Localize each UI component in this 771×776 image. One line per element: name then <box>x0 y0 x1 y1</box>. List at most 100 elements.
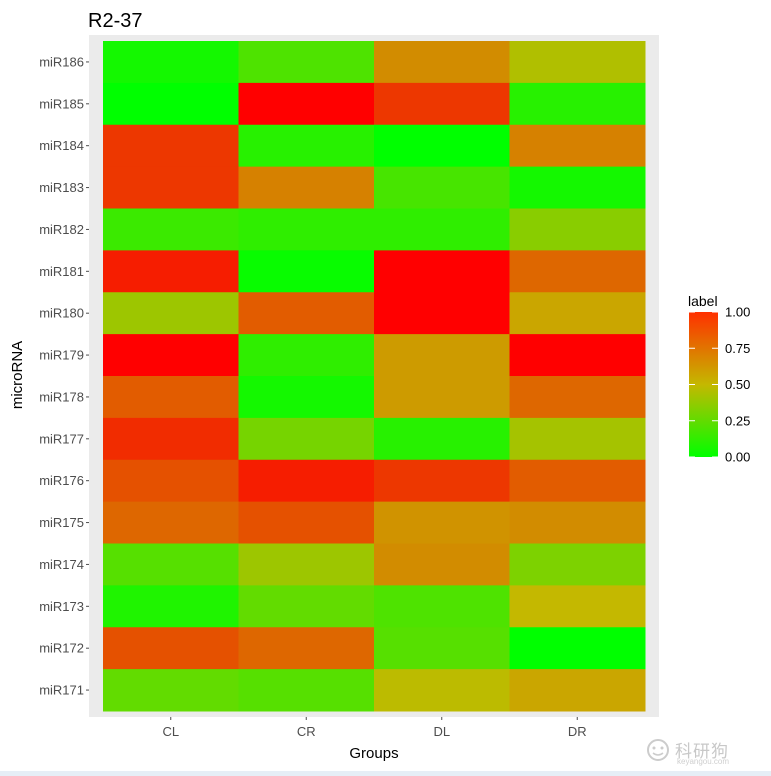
heatmap-cell-miR178-CR <box>238 376 375 419</box>
heatmap-cell-miR176-CL <box>103 459 239 503</box>
heatmap-cell-miR180-DR <box>509 292 646 335</box>
watermark-text: 科研狗 <box>675 742 729 762</box>
y-tick-label: miR177 <box>39 431 84 446</box>
x-tick-label: CR <box>297 724 316 739</box>
heatmap-cell-miR174-CR <box>238 543 375 586</box>
heatmap-cell-miR172-DL <box>374 627 510 670</box>
heatmap-cell-miR185-DL <box>374 82 510 126</box>
heatmap-cell-miR184-DL <box>374 124 510 168</box>
y-tick-label: miR179 <box>39 348 84 363</box>
heatmap-cell-miR177-CL <box>103 417 239 461</box>
y-tick-label: miR171 <box>39 683 84 698</box>
heatmap-cell-miR173-DL <box>374 585 510 628</box>
heatmap-cell-miR180-CL <box>103 292 239 335</box>
heatmap-cell-miR178-CL <box>103 376 239 419</box>
heatmap-cell-miR181-DL <box>374 250 510 293</box>
y-tick-label: miR172 <box>39 641 84 656</box>
heatmap-cell-miR183-DR <box>509 166 646 209</box>
y-tick-label: miR173 <box>39 599 84 614</box>
heatmap-cell-miR186-DR <box>509 41 646 84</box>
heatmap-cell-miR180-CR <box>238 292 375 335</box>
heatmap-cell-miR183-CR <box>238 166 375 209</box>
heatmap-cell-miR186-CR <box>238 41 375 84</box>
heatmap-cell-miR179-DL <box>374 334 510 377</box>
legend-tick-label: 0.50 <box>725 377 750 392</box>
heatmap-cell-miR180-DL <box>374 292 510 335</box>
heatmap-cell-miR176-DR <box>509 459 646 503</box>
heatmap-cell-miR171-DR <box>509 669 646 712</box>
x-tick-labels: CL CR DL DR <box>162 717 587 739</box>
y-tick-label: miR175 <box>39 515 84 530</box>
heatmap-cell-miR182-DR <box>509 208 646 251</box>
heatmap-cell-miR171-DL <box>374 669 510 712</box>
x-tick-label: DR <box>568 724 587 739</box>
heatmap-cell-miR186-DL <box>374 41 510 84</box>
y-tick-label: miR182 <box>39 222 84 237</box>
color-legend: label 0.00 0.25 0.50 0.75 1.00 <box>688 293 750 465</box>
heatmap-cell-miR184-CR <box>238 124 375 168</box>
watermark-sub: keyangou.com <box>677 757 730 766</box>
heatmap-cell-miR181-DR <box>509 250 646 293</box>
y-tick-labels: miR186 miR185 miR184 miR183 miR182 miR181 miR1… <box>39 54 89 698</box>
heatmap-cell-miR173-CR <box>238 585 375 628</box>
chart-title: R2-37 <box>88 10 142 32</box>
heatmap-cell-miR181-CR <box>238 250 375 293</box>
heatmap-cell-miR176-DL <box>374 459 510 503</box>
heatmap-cell-miR176-CR <box>238 459 375 503</box>
heatmap-cell-miR182-DL <box>374 208 510 251</box>
legend-tick-label: 0.25 <box>725 413 750 428</box>
legend-tick-label: 0.75 <box>725 341 750 356</box>
legend-tick-labels: 0.00 0.25 0.50 0.75 1.00 <box>689 305 750 465</box>
heatmap-cell-miR185-DR <box>509 82 646 126</box>
heatmap-cell-miR175-DL <box>374 501 510 544</box>
heatmap-cell-miR171-CL <box>103 669 239 712</box>
heatmap-cell-miR179-CR <box>238 334 375 377</box>
heatmap-cell-miR173-CL <box>103 585 239 628</box>
x-tick-label: DL <box>433 724 450 739</box>
heatmap-cell-miR179-DR <box>509 334 646 377</box>
legend-title: label <box>688 293 718 309</box>
legend-tick-label: 1.00 <box>725 305 750 320</box>
dog-logo-icon <box>647 739 669 761</box>
heatmap-cell-miR184-CL <box>103 124 239 168</box>
heatmap-cell-miR185-CL <box>103 82 239 126</box>
heatmap-cell-miR174-CL <box>103 543 239 586</box>
heatmap-cell-miR175-CR <box>238 501 375 544</box>
y-tick-label: miR185 <box>39 96 84 111</box>
bottom-bar <box>0 771 771 776</box>
x-tick-label: CL <box>162 724 179 739</box>
y-tick-label: miR178 <box>39 389 84 404</box>
heatmap-cell-miR172-DR <box>509 627 646 670</box>
heatmap-cell-miR183-DL <box>374 166 510 209</box>
heatmap-cell-miR174-DR <box>509 543 646 586</box>
y-axis-title: microRNA <box>9 341 26 409</box>
heatmap-cell-miR178-DL <box>374 376 510 419</box>
heatmap-cell-miR186-CL <box>103 41 239 84</box>
heatmap-cell-miR183-CL <box>103 166 239 209</box>
heatmap-cell-miR175-CL <box>103 501 239 544</box>
heatmap-cell-miR179-CL <box>103 334 239 377</box>
heatmap-cell-miR185-CR <box>238 82 375 126</box>
y-tick-label: miR176 <box>39 473 84 488</box>
y-tick-label: miR186 <box>39 54 84 69</box>
heatmap-cell-miR175-DR <box>509 501 646 544</box>
watermark: 科研狗 keyangou.com <box>645 735 765 769</box>
heatmap-cell-miR172-CL <box>103 627 239 670</box>
heatmap-cell-miR172-CR <box>238 627 375 670</box>
heatmap-cell-miR182-CR <box>238 208 375 251</box>
heatmap-cell-miR184-DR <box>509 124 646 168</box>
heatmap-cell-miR171-CR <box>238 669 375 712</box>
heatmap-cell-miR182-CL <box>103 208 239 251</box>
y-tick-label: miR184 <box>39 138 84 153</box>
y-tick-label: miR181 <box>39 264 84 279</box>
heatmap-cell-miR177-CR <box>238 417 375 461</box>
y-tick-label: miR174 <box>39 557 84 572</box>
y-tick-label: miR180 <box>39 306 84 321</box>
legend-tick-label: 0.00 <box>725 450 750 465</box>
heatmap-cell-miR177-DR <box>509 417 646 461</box>
heatmap-cell-miR181-CL <box>103 250 239 293</box>
y-tick-label: miR183 <box>39 180 84 195</box>
heatmap-cell-miR178-DR <box>509 376 646 419</box>
heatmap-cell-miR174-DL <box>374 543 510 586</box>
